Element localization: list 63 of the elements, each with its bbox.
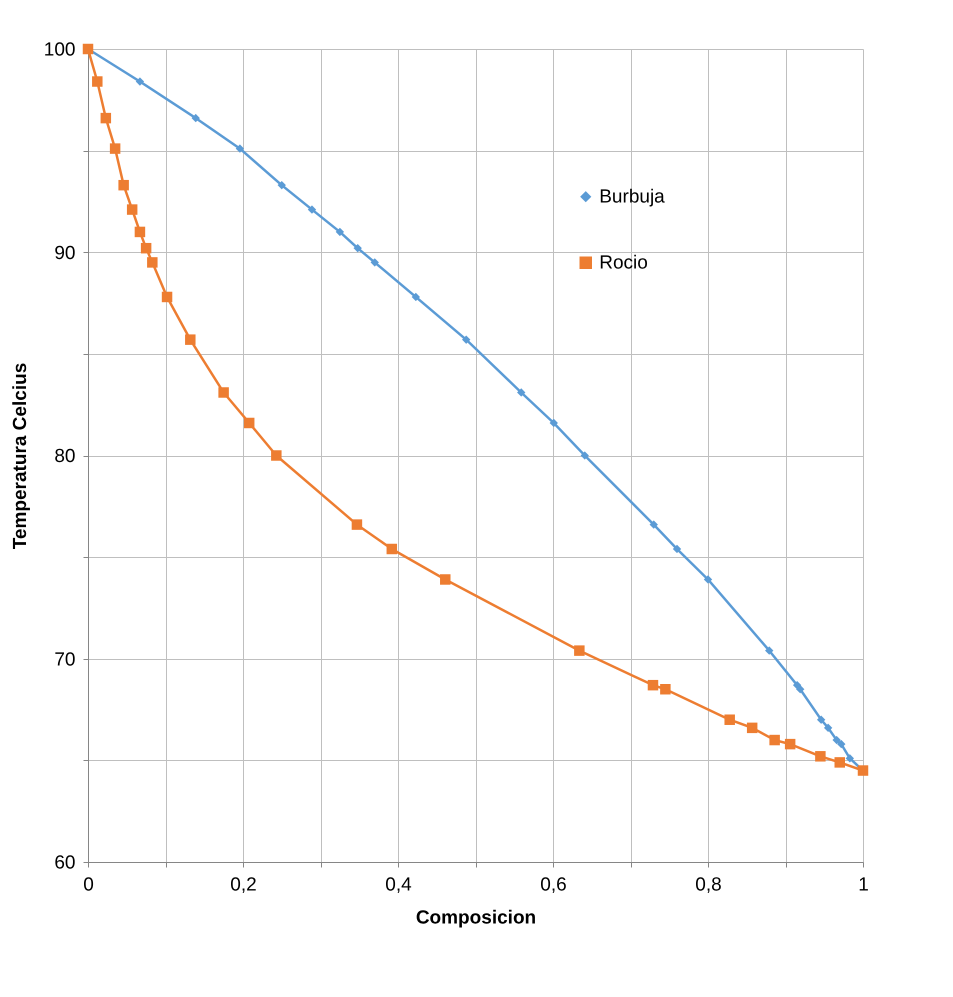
y-tick-label: 70 (54, 649, 76, 670)
point (660, 684, 671, 694)
point (412, 292, 420, 302)
point (846, 754, 854, 763)
x-tick-label: 0,8 (695, 874, 722, 896)
point (218, 387, 229, 398)
point (440, 574, 451, 585)
point (724, 714, 735, 725)
point (118, 180, 129, 190)
legend-label: Burbuja (599, 186, 666, 208)
point (185, 334, 196, 345)
point (370, 258, 379, 267)
point (336, 228, 344, 236)
x-tick-label: 0 (83, 874, 94, 896)
point (147, 257, 158, 268)
point (824, 724, 832, 732)
point (816, 716, 826, 724)
point (834, 757, 845, 768)
point (672, 544, 682, 554)
point (136, 77, 144, 86)
point (134, 226, 146, 238)
point (162, 292, 172, 302)
x-tick-label: 0,6 (540, 874, 567, 896)
point (308, 205, 316, 214)
x-tick-label: 0,4 (385, 874, 412, 896)
y-tick-label: 80 (54, 446, 76, 467)
point (386, 544, 398, 554)
y-tick-label: 100 (44, 40, 76, 60)
point (126, 204, 138, 215)
point (278, 180, 286, 190)
point (832, 736, 841, 744)
y-tick-label: 90 (54, 242, 76, 264)
point (746, 722, 758, 734)
legend-label: Rocio (599, 252, 648, 274)
point (244, 418, 254, 428)
point (648, 680, 658, 690)
point (352, 519, 362, 530)
point (704, 575, 712, 584)
point (796, 685, 804, 694)
point (580, 451, 589, 460)
point (517, 388, 526, 397)
point (354, 244, 362, 252)
point (815, 751, 826, 762)
x-axis-title: Composicion (416, 908, 536, 928)
point (650, 520, 658, 529)
point (110, 143, 120, 154)
x-tick-label: 0,2 (230, 874, 257, 896)
point (271, 450, 282, 461)
point (769, 734, 780, 746)
y-axis-title: Temperatura Celcius (10, 362, 31, 550)
point (837, 740, 846, 748)
point (462, 335, 470, 344)
y-tick-label: 60 (54, 852, 76, 874)
point (765, 646, 774, 655)
point (100, 112, 112, 124)
point (574, 645, 585, 656)
point (140, 242, 152, 254)
point (550, 418, 558, 428)
x-tick-label: 1 (858, 874, 869, 896)
point (784, 738, 796, 750)
point (192, 114, 200, 122)
point (236, 144, 244, 153)
point (92, 76, 103, 87)
